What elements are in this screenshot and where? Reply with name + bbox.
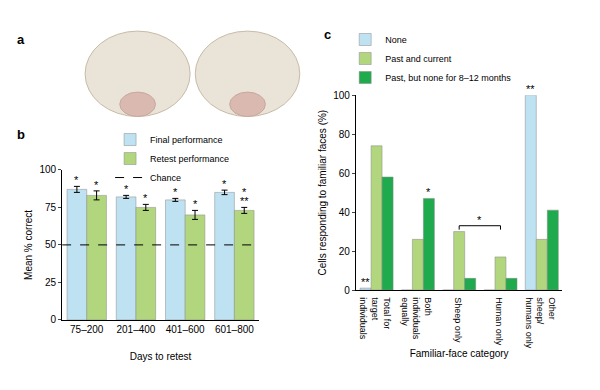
svg-text:25: 25 (45, 277, 57, 288)
svg-text:Othersheep/humans only: Othersheep/humans only (524, 297, 557, 349)
svg-text:Days to retest: Days to retest (130, 351, 192, 362)
svg-text:0: 0 (344, 285, 350, 296)
svg-text:Cells responding to familiar f: Cells responding to familiar faces (%) (317, 110, 328, 276)
svg-text:401–600: 401–600 (166, 324, 205, 335)
svg-text:*: * (477, 214, 482, 226)
svg-text:*: * (242, 186, 247, 198)
svg-text:b: b (17, 127, 25, 142)
svg-text:75: 75 (45, 202, 57, 213)
svg-text:None: None (385, 35, 407, 45)
svg-text:75–200: 75–200 (70, 324, 104, 335)
svg-text:Past and current: Past and current (385, 54, 452, 64)
svg-text:50: 50 (45, 239, 57, 250)
svg-text:Final performance: Final performance (150, 135, 223, 145)
svg-text:c: c (324, 27, 331, 42)
svg-text:*: * (143, 192, 148, 204)
svg-text:Past, but none for 8–12 months: Past, but none for 8–12 months (385, 73, 511, 83)
svg-text:*: * (426, 186, 431, 198)
svg-text:**: ** (240, 195, 249, 207)
svg-text:60: 60 (339, 168, 351, 179)
svg-text:80: 80 (339, 129, 351, 140)
svg-text:40: 40 (339, 207, 351, 218)
svg-text:Human only: Human only (494, 297, 504, 346)
svg-text:100: 100 (39, 164, 56, 175)
svg-text:20: 20 (339, 246, 351, 257)
svg-text:0: 0 (51, 314, 57, 325)
svg-text:Retest performance: Retest performance (150, 154, 229, 164)
svg-text:Chance: Chance (150, 173, 181, 183)
svg-text:201–400: 201–400 (116, 324, 155, 335)
svg-text:601–800: 601–800 (215, 324, 254, 335)
svg-text:*: * (94, 179, 99, 191)
svg-text:**: ** (526, 83, 535, 95)
svg-text:*: * (193, 198, 198, 210)
svg-text:100: 100 (333, 90, 350, 101)
svg-text:*: * (74, 174, 79, 186)
svg-text:Total fortargetindividuals: Total fortargetindividuals (358, 297, 391, 340)
svg-text:*: * (173, 186, 178, 198)
svg-text:*: * (124, 183, 129, 195)
svg-text:*: * (222, 178, 227, 190)
svg-text:Familiar-face category: Familiar-face category (410, 348, 509, 359)
svg-text:Bothindividualsequally: Bothindividualsequally (400, 297, 433, 340)
svg-text:Sheep only: Sheep only (453, 297, 463, 343)
svg-text:**: ** (361, 276, 370, 288)
svg-text:Mean % correct: Mean % correct (23, 210, 34, 280)
svg-text:a: a (17, 32, 25, 47)
